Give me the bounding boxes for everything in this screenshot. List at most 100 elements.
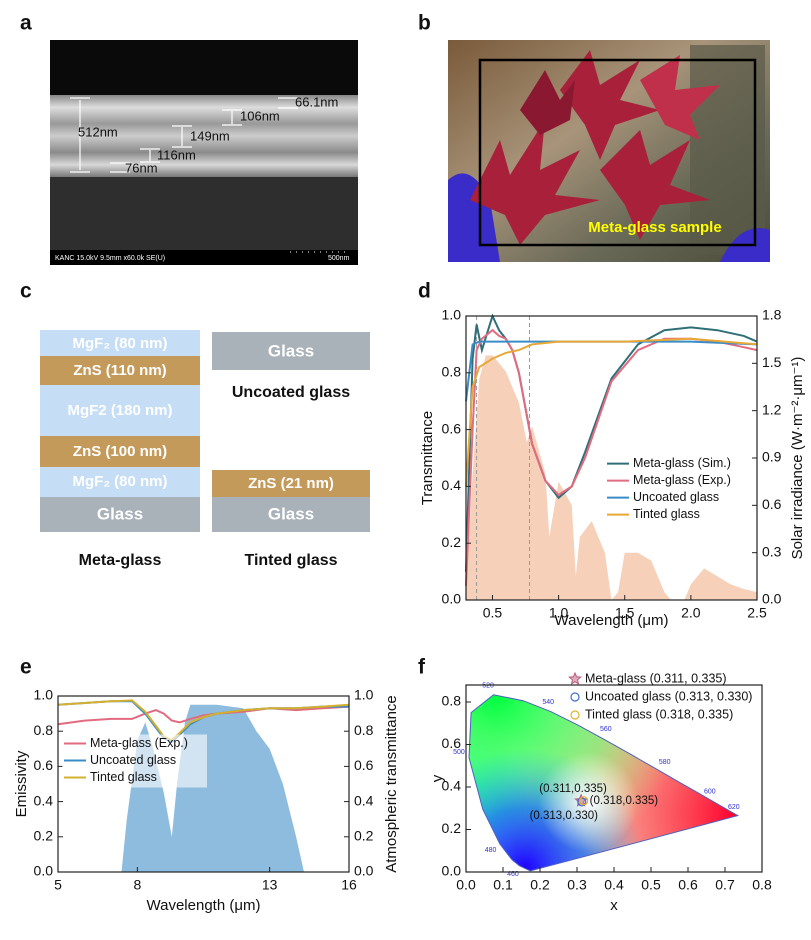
y2-tick-label: 0.2 — [354, 828, 374, 844]
annotation: (0.313,0.330) — [530, 810, 599, 822]
y-tick-label: 0.2 — [34, 828, 54, 844]
legend-swatch — [570, 692, 580, 702]
wavelength-label: 460 — [507, 871, 519, 878]
legend-label: Uncoated glass — [633, 490, 719, 504]
y-axis-label: Transmittance — [419, 411, 436, 505]
panel-label: d — [418, 280, 431, 303]
legend-label: Meta-glass (Exp.) — [90, 736, 188, 750]
wavelength-label: 620 — [728, 804, 740, 811]
x-tick-label: 5 — [54, 877, 62, 893]
stack-caption: Uncoated glass — [232, 384, 350, 401]
y-tick-label: 0.4 — [34, 792, 54, 808]
legend-label: Tinted glass (0.318, 0.335) — [585, 707, 733, 721]
y-tick-label: 0.8 — [34, 722, 54, 738]
legend-label: Tinted glass — [90, 770, 157, 784]
wavelength-label: 520 — [482, 683, 494, 690]
sem-measurement: 512nm — [78, 124, 118, 139]
layer — [212, 497, 370, 532]
legend-label: Meta-glass (0.311, 0.335) — [585, 671, 727, 685]
panel-label: e — [20, 656, 32, 679]
x-tick-label: 2.5 — [747, 605, 767, 621]
x-tick-label: 1.0 — [549, 605, 569, 621]
layer-label: MgF2 (180 nm) — [67, 402, 172, 419]
sem-layers — [50, 95, 358, 177]
x-tick-label: 0.6 — [678, 877, 698, 893]
sample-frame — [478, 58, 757, 247]
sem-measurement: 116nm — [157, 147, 196, 162]
layer-label: Glass — [97, 504, 143, 523]
legend-label: Meta-glass (Sim.) — [633, 456, 731, 470]
stack-caption: Tinted glass — [244, 552, 337, 569]
x-tick-label: 0.7 — [715, 877, 735, 893]
layer — [40, 330, 200, 356]
sem-measurement: 149nm — [190, 128, 230, 143]
y-axis-label: y — [429, 774, 446, 782]
y-tick-label: 0.2 — [442, 820, 462, 836]
leaves — [470, 50, 720, 245]
y2-tick-label: 1.0 — [354, 687, 374, 703]
x-tick-label: 0.4 — [604, 877, 624, 893]
y2-axis-label: Solar irradiance (W·m⁻²·μm⁻¹) — [789, 357, 806, 560]
plot-frame — [57, 695, 350, 873]
x-tick-label: 0.1 — [493, 877, 513, 893]
layer-label: ZnS (21 nm) — [248, 475, 334, 492]
y-tick-label: 0.6 — [34, 757, 54, 773]
y-tick-label: 0.0 — [34, 863, 54, 879]
x-tick-label: 13 — [262, 877, 278, 893]
annotation: (0.311,0.335) — [539, 783, 607, 795]
x-tick-label: 0.2 — [530, 877, 550, 893]
stack-diagram: MgF₂ (80 nm) ZnS (110 nm) MgF2 (180 nm) … — [40, 330, 370, 569]
sem-measurement: 76nm — [125, 160, 158, 175]
y2-tick-label: 0.0 — [762, 591, 782, 607]
area — [466, 355, 757, 600]
panel-label: f — [418, 656, 426, 679]
y-tick-label: 1.0 — [34, 687, 54, 703]
photo-window — [690, 45, 765, 255]
y2-tick-label: 0.9 — [762, 449, 782, 465]
area — [121, 704, 304, 872]
layer — [212, 470, 370, 497]
wavelength-label: 580 — [659, 759, 671, 766]
layer-label: Glass — [268, 341, 314, 360]
y2-tick-label: 0.0 — [354, 863, 374, 879]
panel-label: c — [20, 280, 32, 303]
legend-label: Uncoated glass (0.313, 0.330) — [585, 689, 752, 703]
legend-label: Meta-glass (Exp.) — [633, 473, 731, 487]
y2-tick-label: 1.8 — [762, 307, 782, 323]
y2-tick-label: 0.8 — [354, 722, 374, 738]
series-line — [57, 699, 350, 742]
y-tick-label: 0.2 — [442, 534, 462, 550]
sem-scale: 500nm — [328, 255, 350, 262]
layer — [40, 385, 200, 436]
x-tick-label: 2.0 — [681, 605, 701, 621]
x-tick-label: 0.3 — [567, 877, 587, 893]
layer-label: MgF₂ (80 nm) — [73, 473, 168, 490]
y2-tick-label: 1.5 — [762, 354, 782, 370]
x-axis-label: Wavelength (μm) — [147, 897, 261, 914]
y-tick-label: 0.0 — [442, 591, 462, 607]
y2-tick-label: 0.4 — [354, 792, 374, 808]
x-tick-label: 16 — [341, 877, 357, 893]
y-axis-label: Emissivity — [13, 750, 30, 817]
x-axis-label: Wavelength (μm) — [555, 612, 669, 629]
sem-substrate — [50, 177, 358, 250]
x-tick-label: 0.5 — [483, 605, 503, 621]
y2-tick-label: 0.3 — [762, 543, 782, 559]
y-tick-label: 0.4 — [442, 778, 462, 794]
photo-label: Meta-glass sample — [588, 219, 721, 236]
legend-swatch — [570, 710, 580, 720]
y-tick-label: 0.6 — [442, 420, 462, 436]
y-tick-label: 0.8 — [442, 693, 462, 709]
x-axis-label: x — [610, 897, 618, 914]
y-tick-label: 0.4 — [442, 477, 462, 493]
layer — [40, 356, 200, 385]
layer-label: ZnS (100 nm) — [73, 443, 167, 460]
y-tick-label: 0.6 — [442, 735, 462, 751]
panel-label: a — [20, 12, 32, 35]
sem-footer: KANC 15.0kV 9.5mm x60.0k SE(U) — [55, 255, 165, 262]
sem-measurement: 106nm — [240, 108, 280, 123]
y2-tick-label: 0.6 — [762, 496, 782, 512]
x-tick-label: 0.8 — [752, 877, 772, 893]
layer — [212, 332, 370, 370]
layer — [40, 436, 200, 467]
